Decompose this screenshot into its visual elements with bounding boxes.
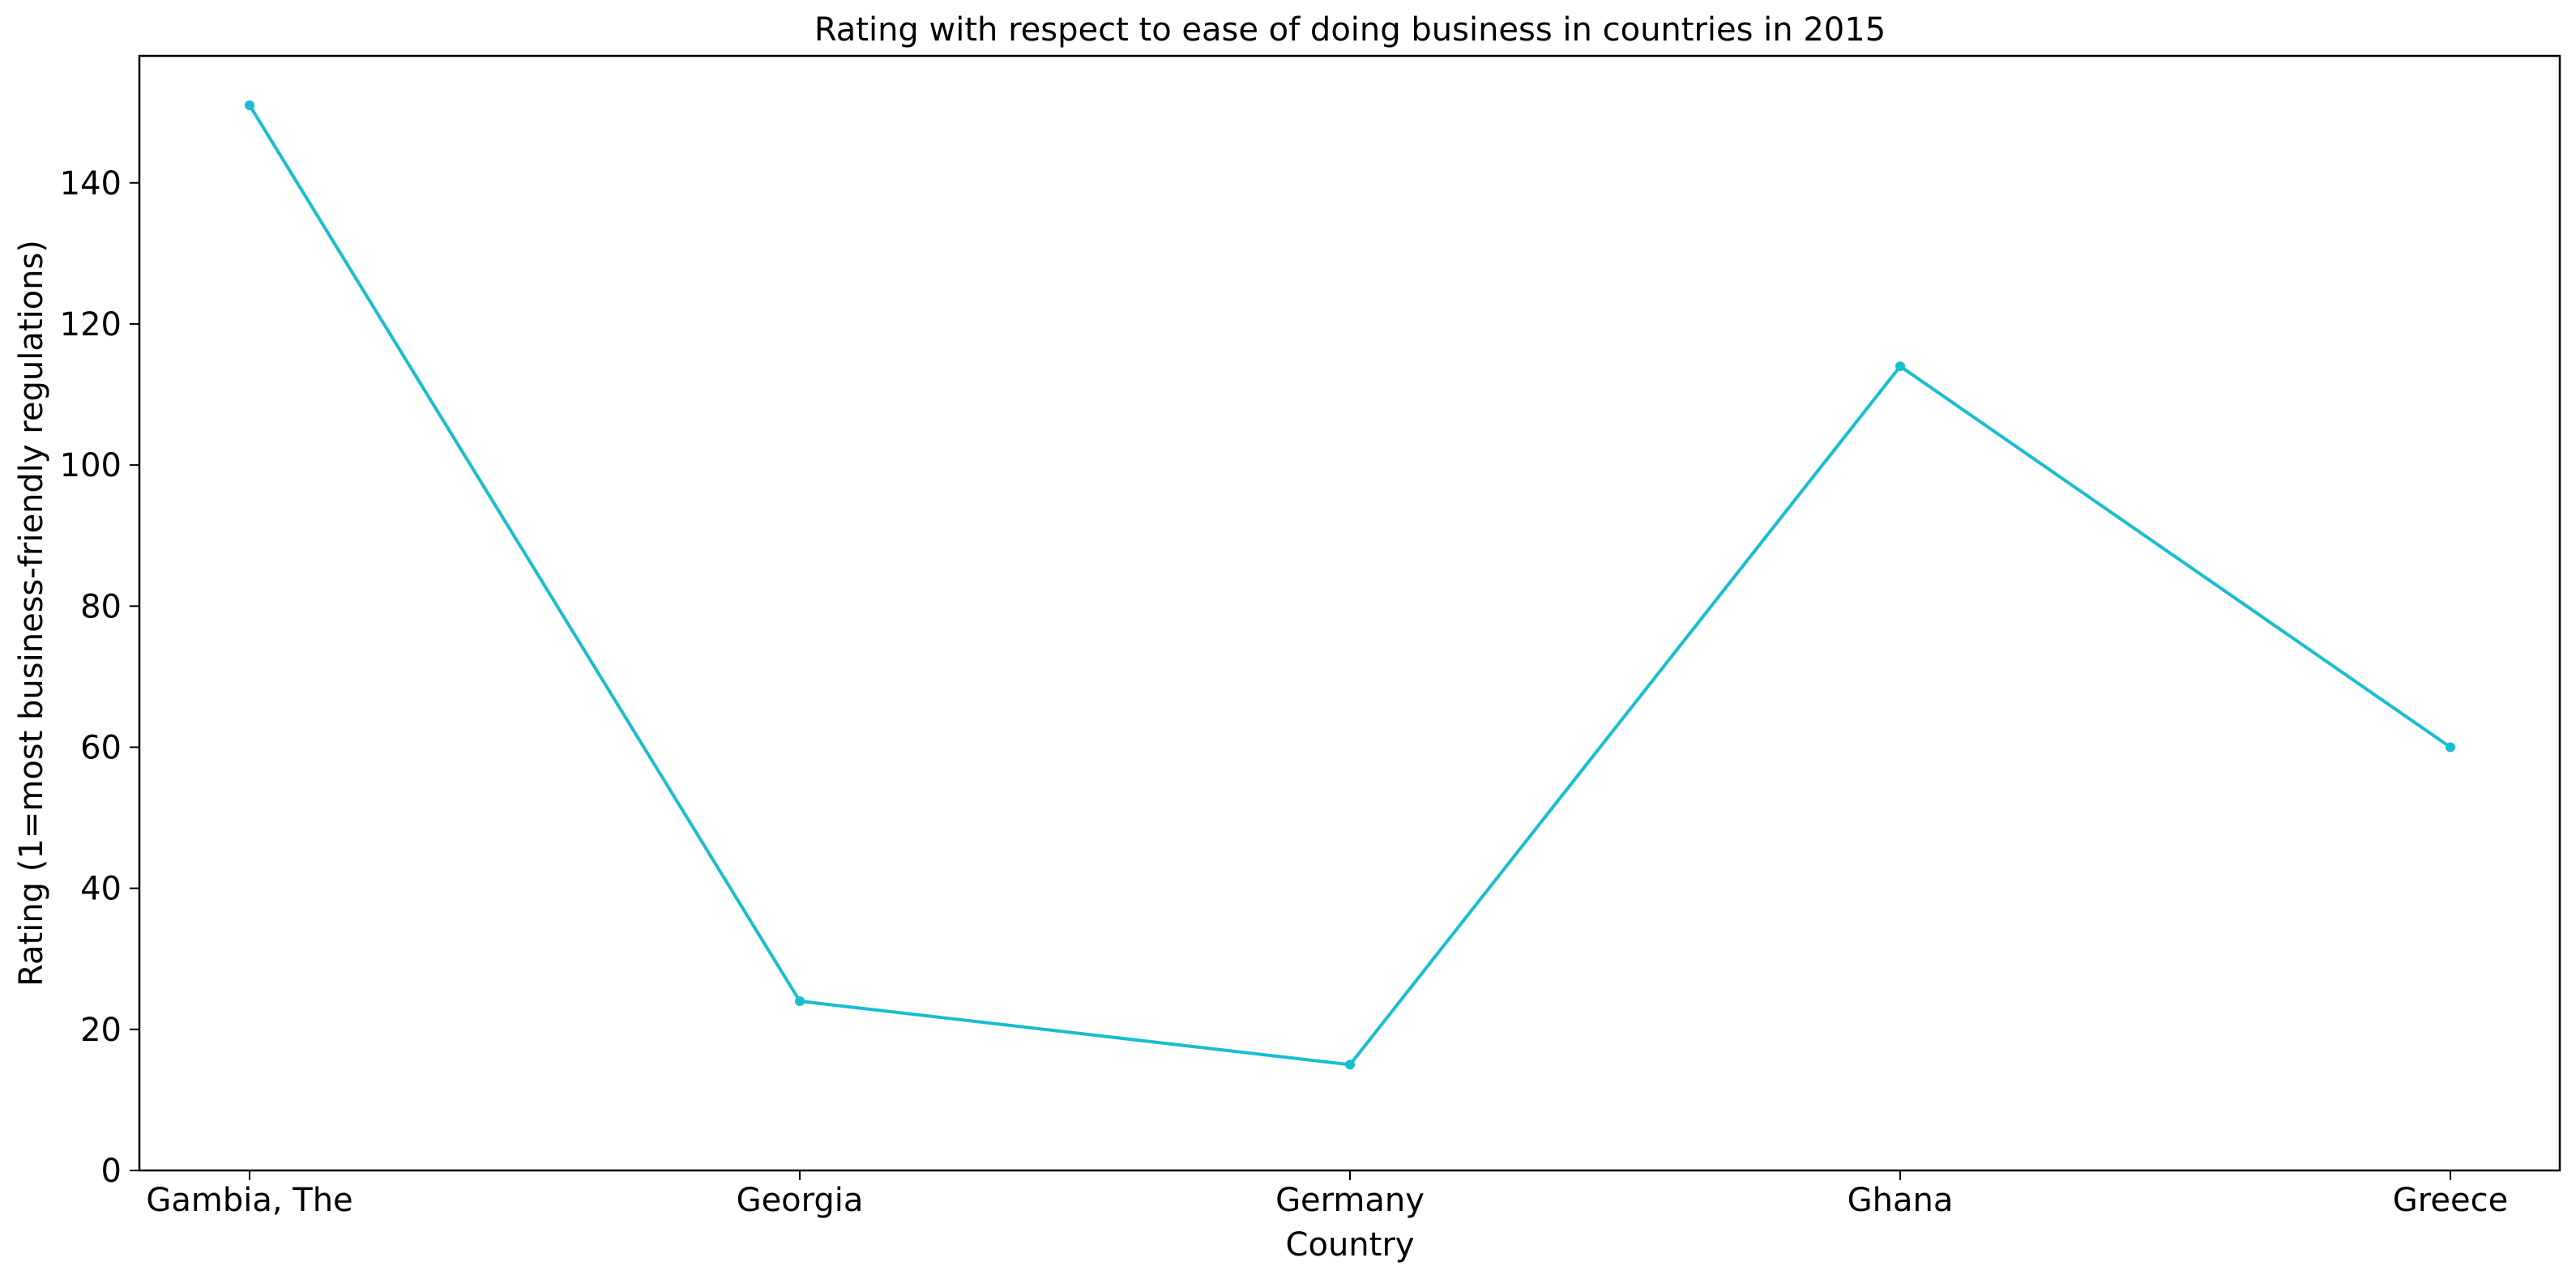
y-tick-label: 100 bbox=[60, 447, 122, 484]
y-tick-label: 140 bbox=[60, 165, 122, 203]
y-axis-label: Rating (1=most business-friendly regulat… bbox=[13, 240, 50, 987]
y-axis-ticks: 0 20 40 60 80 100 120 140 bbox=[60, 165, 139, 1190]
y-tick-label: 0 bbox=[101, 1153, 122, 1190]
x-axis-ticks: Gambia, The Georgia Germany Ghana Greece bbox=[146, 1170, 2508, 1219]
y-tick-label: 20 bbox=[80, 1012, 122, 1049]
y-tick-label: 40 bbox=[80, 871, 122, 908]
chart-title: Rating with respect to ease of doing bus… bbox=[814, 11, 1886, 49]
plot-area-frame bbox=[138, 54, 2561, 1172]
data-point bbox=[1345, 1059, 1355, 1070]
data-point bbox=[795, 995, 805, 1006]
y-tick-label: 80 bbox=[80, 588, 122, 625]
data-point bbox=[2446, 742, 2455, 752]
x-tick-label: Georgia bbox=[737, 1182, 864, 1219]
y-tick-label: 120 bbox=[60, 306, 122, 343]
x-tick-label: Ghana bbox=[1848, 1182, 1954, 1219]
x-tick-label: Greece bbox=[2393, 1182, 2508, 1219]
y-tick-label: 60 bbox=[80, 729, 122, 766]
x-tick-label: Germany bbox=[1275, 1182, 1425, 1219]
series-layer bbox=[245, 100, 2455, 1070]
data-point bbox=[1895, 361, 1905, 372]
x-axis-label: Country bbox=[1286, 1226, 1415, 1264]
data-point bbox=[245, 100, 254, 110]
x-tick-label: Gambia, The bbox=[146, 1182, 352, 1219]
